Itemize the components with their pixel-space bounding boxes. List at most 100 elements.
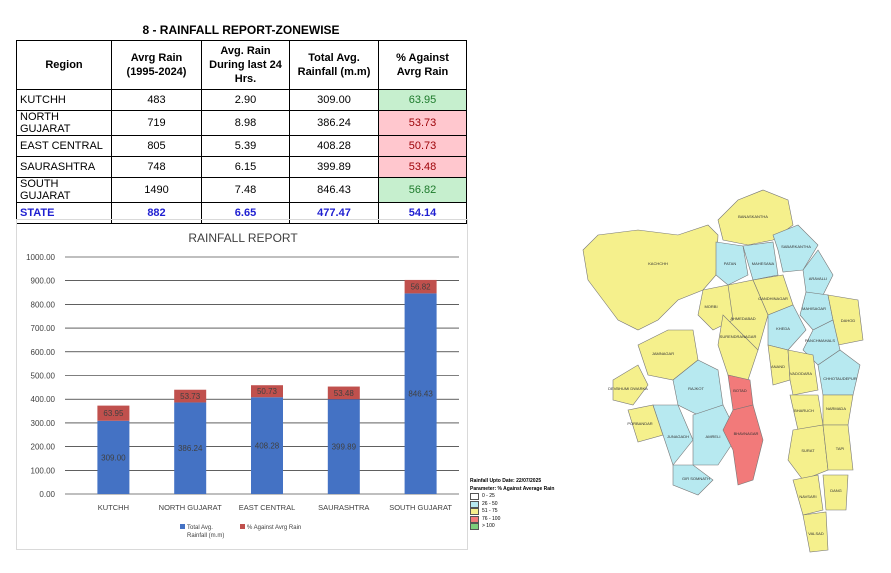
data-label-total: 399.89 <box>332 443 357 452</box>
map-district-label: NAVSARI <box>799 494 816 499</box>
cell-total: 846.43 <box>289 177 379 203</box>
map-legend-swatch <box>470 500 479 508</box>
map-district-label: NARMADA <box>826 406 846 411</box>
map-district-label: AHMEDABAD <box>730 316 755 321</box>
data-label-total: 309.00 <box>101 453 126 462</box>
map-region-aravalli <box>802 249 834 296</box>
map-district-label: MAHESANA <box>752 261 775 266</box>
cell-avg: 1490 <box>111 177 202 203</box>
map-region-tapi <box>822 424 854 471</box>
map-legend-item: 0 - 25 <box>470 493 554 501</box>
bar-total-rainfall <box>174 402 207 494</box>
cell-total: 386.24 <box>289 110 379 136</box>
bar-pct-against-avg <box>327 386 360 400</box>
map-region-junagadh <box>652 404 694 466</box>
cell-region: KUTCHH <box>16 89 112 111</box>
data-label-pct: 63.95 <box>103 409 124 418</box>
map-district-label: TAPI <box>836 446 845 451</box>
map-legend-label: 0 - 25 <box>482 493 495 499</box>
cell-pct: 56.82 <box>378 177 467 203</box>
map-district-label: JUNAGADH <box>667 434 689 439</box>
bar-pct-against-avg <box>174 389 207 403</box>
cell-last24: 5.39 <box>201 135 290 157</box>
cell-region: STATE <box>16 202 112 224</box>
map-district-label: VADODARA <box>790 371 812 376</box>
y-tick-label: 500.00 <box>31 372 56 381</box>
table-header-row: Region Avrg Rain (1995-2024) Avg. Rain Dur… <box>16 40 467 90</box>
map-district-label: DANG <box>830 488 842 493</box>
cell-total: 399.89 <box>289 156 379 178</box>
map-district-label: SURENDRANAGAR <box>720 334 757 339</box>
map-district-label: SABARKANTHA <box>781 244 811 249</box>
map-district-label: PANCHMAHALS <box>805 338 835 343</box>
map-legend-label: 51 - 75 <box>482 508 498 514</box>
map-district-label: BHARUCH <box>794 408 814 413</box>
table-row-state: STATE 882 6.65 477.47 54.14 <box>16 202 467 224</box>
y-tick-label: 400.00 <box>31 395 56 404</box>
cell-region: SOUTH GUJARAT <box>16 177 112 203</box>
y-tick-label: 1000.00 <box>26 253 55 262</box>
data-label-pct: 53.73 <box>180 392 201 401</box>
data-label-pct: 56.82 <box>411 283 432 292</box>
map-region-dwarka <box>612 364 649 406</box>
y-tick-label: 800.00 <box>31 300 56 309</box>
map-legend-item: 51 - 75 <box>470 508 554 516</box>
legend-swatch-pct <box>240 524 245 529</box>
map-district-label: SURAT <box>801 448 815 453</box>
cell-pct: 54.14 <box>378 202 467 224</box>
x-tick-label: KUTCHH <box>98 503 129 512</box>
map-district-label: BHAVNAGAR <box>734 431 759 436</box>
table-row: EAST CENTRAL 805 5.39 408.28 50.73 <box>16 135 467 157</box>
cell-pct: 50.73 <box>378 135 467 157</box>
map-region-dang <box>822 474 849 511</box>
header-last-24: Avg. Rain During last 24 Hrs. <box>201 40 290 90</box>
y-tick-label: 600.00 <box>31 348 56 357</box>
cell-avg: 719 <box>111 110 202 136</box>
cell-last24: 7.48 <box>201 177 290 203</box>
map-region-vadodara <box>787 349 819 396</box>
cell-region: NORTH GUJARAT <box>16 110 112 136</box>
x-tick-label: EAST CENTRAL <box>239 503 296 512</box>
data-label-total: 846.43 <box>408 390 433 399</box>
bar-pct-against-avg <box>404 279 437 294</box>
map-district-label: CHHOTAUDEPUR <box>823 376 857 381</box>
map-legend-label: 76 - 100 <box>482 515 501 522</box>
map-legend-swatch <box>470 515 479 523</box>
cell-last24: 6.15 <box>201 156 290 178</box>
bar-total-rainfall <box>97 420 130 494</box>
map-district-label: VALSAD <box>808 531 824 536</box>
map-district-label: BOTAD <box>733 388 747 393</box>
cell-total: 477.47 <box>289 202 379 224</box>
map-district-label: DEVBHUMI DWARKA <box>608 386 648 391</box>
data-label-total: 408.28 <box>255 442 280 451</box>
x-tick-label: SOUTH GUJARAT <box>389 503 452 512</box>
header-total: Total Avg. Rainfall (m.m) <box>289 40 379 90</box>
map-region-valsad <box>802 511 829 553</box>
data-label-total: 386.24 <box>178 444 203 453</box>
cell-last24: 2.90 <box>201 89 290 111</box>
data-label-pct: 53.48 <box>334 389 355 398</box>
cell-total: 408.28 <box>289 135 379 157</box>
map-district-label: BANASKANTHA <box>738 214 768 219</box>
cell-last24: 6.65 <box>201 202 290 224</box>
legend-swatch-total <box>180 524 185 529</box>
bar-total-rainfall <box>404 293 437 494</box>
map-district-label: ARAVALLI <box>809 276 828 281</box>
map-district-label: AMRELI <box>706 434 721 439</box>
map-region-kutch <box>582 224 719 331</box>
map-legend-swatch <box>470 493 479 501</box>
x-tick-label: NORTH GUJARAT <box>159 503 222 512</box>
map-district-label: PATAN <box>724 261 737 266</box>
map-region-chhotaudepur <box>817 349 861 396</box>
map-legend-swatch <box>470 523 479 531</box>
cell-total: 309.00 <box>289 89 379 111</box>
map-legend-parameter: Parameter: % Against Average Rain <box>470 485 555 492</box>
cell-avg: 805 <box>111 135 202 157</box>
bar-total-rainfall <box>327 399 360 494</box>
map-legend-label: > 100 <box>482 523 495 529</box>
table-row: SAURASHTRA 748 6.15 399.89 53.48 <box>16 156 467 178</box>
cell-pct: 53.73 <box>378 110 467 136</box>
map-region-dahod <box>827 294 864 346</box>
map-legend-item: > 100 <box>470 523 554 531</box>
y-tick-label: 900.00 <box>31 277 56 286</box>
